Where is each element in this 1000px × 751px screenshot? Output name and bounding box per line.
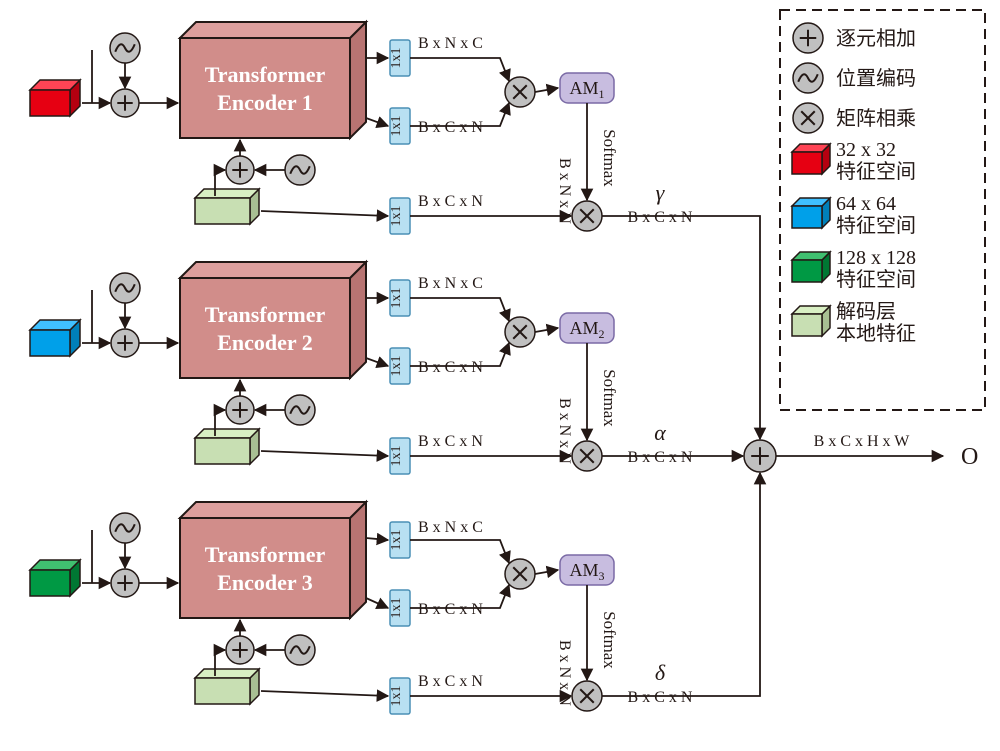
svg-text:B x C x N: B x C x N bbox=[628, 449, 693, 466]
svg-text:Encoder 2: Encoder 2 bbox=[217, 330, 313, 355]
encoder-title: Transformer bbox=[205, 542, 326, 567]
svg-text:B x C x N: B x C x N bbox=[418, 359, 483, 376]
svg-text:1x1: 1x1 bbox=[389, 116, 404, 137]
svg-text:Softmax: Softmax bbox=[600, 611, 619, 669]
svg-text:Softmax: Softmax bbox=[600, 369, 619, 427]
svg-text:O: O bbox=[961, 444, 978, 470]
svg-text:Encoder 3: Encoder 3 bbox=[217, 570, 313, 595]
svg-text:B x C x N: B x C x N bbox=[418, 673, 483, 690]
svg-text:B x N x C: B x N x C bbox=[418, 275, 483, 292]
svg-text:B x C x N: B x C x N bbox=[628, 689, 693, 706]
svg-text:B x N x N: B x N x N bbox=[556, 398, 573, 464]
svg-text:α: α bbox=[654, 420, 666, 445]
svg-text:δ: δ bbox=[655, 660, 666, 685]
svg-text:B x C x N: B x C x N bbox=[418, 193, 483, 210]
svg-text:B x N x C: B x N x C bbox=[418, 519, 483, 536]
svg-text:特征空间: 特征空间 bbox=[836, 268, 916, 291]
svg-text:1x1: 1x1 bbox=[389, 530, 404, 551]
svg-text:特征空间: 特征空间 bbox=[836, 160, 916, 183]
svg-text:B x N x C: B x N x C bbox=[418, 35, 483, 52]
svg-text:32 x 32: 32 x 32 bbox=[836, 139, 896, 161]
svg-text:1x1: 1x1 bbox=[389, 356, 404, 377]
svg-text:1x1: 1x1 bbox=[389, 686, 404, 707]
svg-text:1x1: 1x1 bbox=[389, 48, 404, 69]
svg-text:1x1: 1x1 bbox=[389, 206, 404, 227]
svg-text:B x C x H x W: B x C x H x W bbox=[814, 433, 911, 450]
svg-text:特征空间: 特征空间 bbox=[836, 214, 916, 237]
encoder-title: Transformer bbox=[205, 62, 326, 87]
architecture-diagram: Transformer Encoder 1 1x1 1x1 1x1 B x N x C B … bbox=[0, 0, 1000, 751]
legend-label: 位置编码 bbox=[836, 67, 916, 90]
svg-text:B x C x N: B x C x N bbox=[418, 601, 483, 618]
svg-text:Encoder 1: Encoder 1 bbox=[217, 90, 313, 115]
svg-text:1x1: 1x1 bbox=[389, 598, 404, 619]
svg-text:B x C x N: B x C x N bbox=[628, 209, 693, 226]
encoder-title: Transformer bbox=[205, 302, 326, 327]
svg-text:B x C x N: B x C x N bbox=[418, 119, 483, 136]
svg-text:Softmax: Softmax bbox=[600, 129, 619, 187]
svg-text:B x N x N: B x N x N bbox=[556, 158, 573, 224]
svg-text:64 x 64: 64 x 64 bbox=[836, 193, 896, 215]
svg-text:1x1: 1x1 bbox=[389, 288, 404, 309]
svg-text:128 x 128: 128 x 128 bbox=[836, 247, 916, 269]
svg-text:γ: γ bbox=[656, 180, 666, 205]
svg-text:解码层: 解码层 bbox=[836, 300, 896, 323]
legend-label: 矩阵相乘 bbox=[836, 107, 916, 130]
legend-label: 逐元相加 bbox=[836, 27, 916, 50]
svg-text:B x C x N: B x C x N bbox=[418, 433, 483, 450]
svg-text:1x1: 1x1 bbox=[389, 446, 404, 467]
svg-text:本地特征: 本地特征 bbox=[836, 322, 916, 345]
